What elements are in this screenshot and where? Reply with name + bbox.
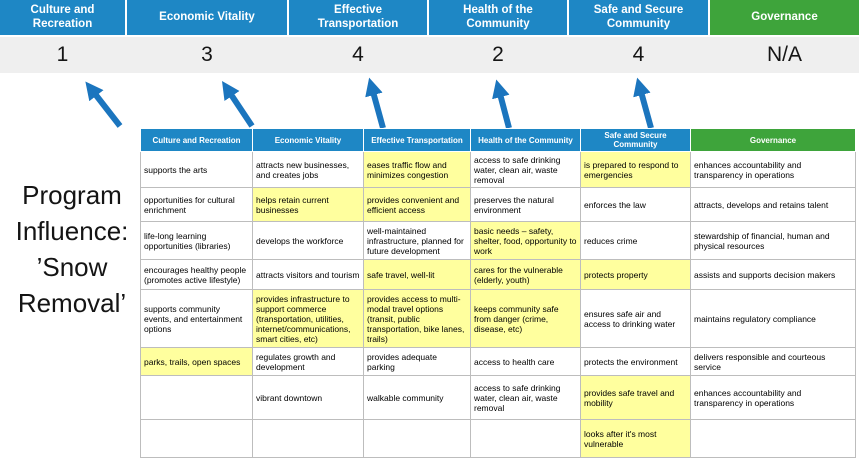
table-cell: parks, trails, open spaces	[140, 347, 253, 377]
table-cell: access to safe drinking water, clean air…	[470, 151, 581, 189]
table-header-row: Culture and Recreation Economic Vitality E…	[140, 127, 856, 153]
table-cell: eases traffic flow and minimizes congest…	[363, 151, 471, 189]
category-band-cell: Economic Vitality	[127, 0, 287, 35]
score-band: 1 3 4 2 4 N/A	[0, 37, 859, 73]
table-cell: attracts, develops and retains talent	[690, 187, 856, 223]
score-value: N/A	[766, 43, 802, 66]
up-arrow-icon	[633, 77, 654, 129]
up-arrow-icon	[85, 81, 123, 128]
program-label-line: Removal’	[17, 287, 127, 318]
table-row: supports community events, and entertain…	[140, 289, 856, 349]
table-row: looks after it's most vulnerable	[140, 419, 856, 459]
table-cell: maintains regulatory compliance	[690, 289, 856, 349]
table-cell: provides safe travel and mobility	[580, 375, 691, 421]
table-cell: protects property	[580, 259, 691, 291]
table-cell	[140, 375, 253, 421]
table-cell: well-maintained infrastructure, planned …	[363, 221, 471, 261]
table-cell: is prepared to respond to emergencies	[580, 151, 691, 189]
category-band-cell: Culture and Recreation	[0, 0, 125, 35]
table-cell: walkable community	[363, 375, 471, 421]
up-arrow-icon	[492, 79, 512, 129]
table-cell: delivers responsible and courteous servi…	[690, 347, 856, 377]
table-cell: basic needs – safety, shelter, food, opp…	[470, 221, 581, 261]
table-cell	[252, 419, 364, 459]
table-cell: keeps community safe from danger (crime,…	[470, 289, 581, 349]
table-cell: provides access to multi-modal travel op…	[363, 289, 471, 349]
program-label-line: Influence:	[15, 215, 129, 246]
table-cell: supports community events, and entertain…	[140, 289, 253, 349]
category-band-cell: Safe and Secure Community	[569, 0, 708, 35]
table-header-cell: Culture and Recreation	[140, 127, 253, 153]
table-cell: looks after it's most vulnerable	[580, 419, 691, 459]
arrows-layer	[85, 77, 654, 129]
table-cell: cares for the vulnerable (elderly, youth…	[470, 259, 581, 291]
table-cell: develops the workforce	[252, 221, 364, 261]
program-label-line: ’Snow	[36, 251, 108, 282]
table-row: encourages healthy people (promotes acti…	[140, 259, 856, 291]
table-cell	[470, 419, 581, 459]
table-cell: provides adequate parking	[363, 347, 471, 377]
table-body: supports the arts attracts new businesses…	[140, 151, 856, 459]
up-arrow-icon	[365, 77, 386, 129]
table-cell: enhances accountability and transparency…	[690, 151, 856, 189]
score-value: 4	[352, 43, 364, 66]
matrix-table-wrap: Culture and Recreation Economic Vitality E…	[140, 127, 856, 459]
table-cell: supports the arts	[140, 151, 253, 189]
table-cell: provides convenient and efficient access	[363, 187, 471, 223]
up-arrow-icon	[222, 81, 255, 128]
category-band-cell: Effective Transportation	[289, 0, 427, 35]
program-influence-label: Program Influence: ’Snow Removal’	[2, 178, 142, 322]
table-cell: life-long learning opportunities (librar…	[140, 221, 253, 261]
matrix-table: Culture and Recreation Economic Vitality E…	[140, 127, 856, 459]
table-cell: vibrant downtown	[252, 375, 364, 421]
table-cell: regulates growth and development	[252, 347, 364, 377]
table-header-cell: Health of the Community	[470, 127, 581, 153]
table-cell	[363, 419, 471, 459]
table-cell: ensures safe air and access to drinking …	[580, 289, 691, 349]
category-band: Culture and Recreation Economic Vitality E…	[0, 0, 859, 35]
table-cell: stewardship of financial, human and phys…	[690, 221, 856, 261]
table-header-cell: Governance	[690, 127, 856, 153]
table-row: parks, trails, open spaces regulates grow…	[140, 347, 856, 377]
table-cell: opportunities for cultural enrichment	[140, 187, 253, 223]
table-cell: protects the environment	[580, 347, 691, 377]
table-cell: enforces the law	[580, 187, 691, 223]
table-cell: access to health care	[470, 347, 581, 377]
table-cell: access to safe drinking water, clean air…	[470, 375, 581, 421]
score-value: 3	[201, 43, 213, 66]
table-cell: assists and supports decision makers	[690, 259, 856, 291]
table-header-cell: Safe and Secure Community	[580, 127, 691, 153]
table-cell	[140, 419, 253, 459]
table-cell	[690, 419, 856, 459]
table-row: vibrant downtown walkable community access…	[140, 375, 856, 421]
table-header-cell: Economic Vitality	[252, 127, 364, 153]
table-row: opportunities for cultural enrichment hel…	[140, 187, 856, 223]
category-band-cell: Health of the Community	[429, 0, 567, 35]
table-cell: preserves the natural environment	[470, 187, 581, 223]
score-value: 1	[56, 43, 69, 66]
table-row: life-long learning opportunities (librar…	[140, 221, 856, 261]
score-value: 4	[632, 43, 645, 66]
table-header-cell: Effective Transportation	[363, 127, 471, 153]
table-cell: attracts visitors and tourism	[252, 259, 364, 291]
table-cell: attracts new businesses, and creates job…	[252, 151, 364, 189]
table-row: supports the arts attracts new businesses…	[140, 151, 856, 189]
category-band-cell: Governance	[710, 0, 859, 35]
program-label-line: Program	[22, 180, 122, 210]
table-cell: reduces crime	[580, 221, 691, 261]
table-cell: helps retain current businesses	[252, 187, 364, 223]
table-cell: provides infrastructure to support comme…	[252, 289, 364, 349]
table-cell: encourages healthy people (promotes acti…	[140, 259, 253, 291]
table-cell: enhances accountability and transparency…	[690, 375, 856, 421]
score-value: 2	[492, 43, 504, 66]
table-cell: safe travel, well-lit	[363, 259, 471, 291]
